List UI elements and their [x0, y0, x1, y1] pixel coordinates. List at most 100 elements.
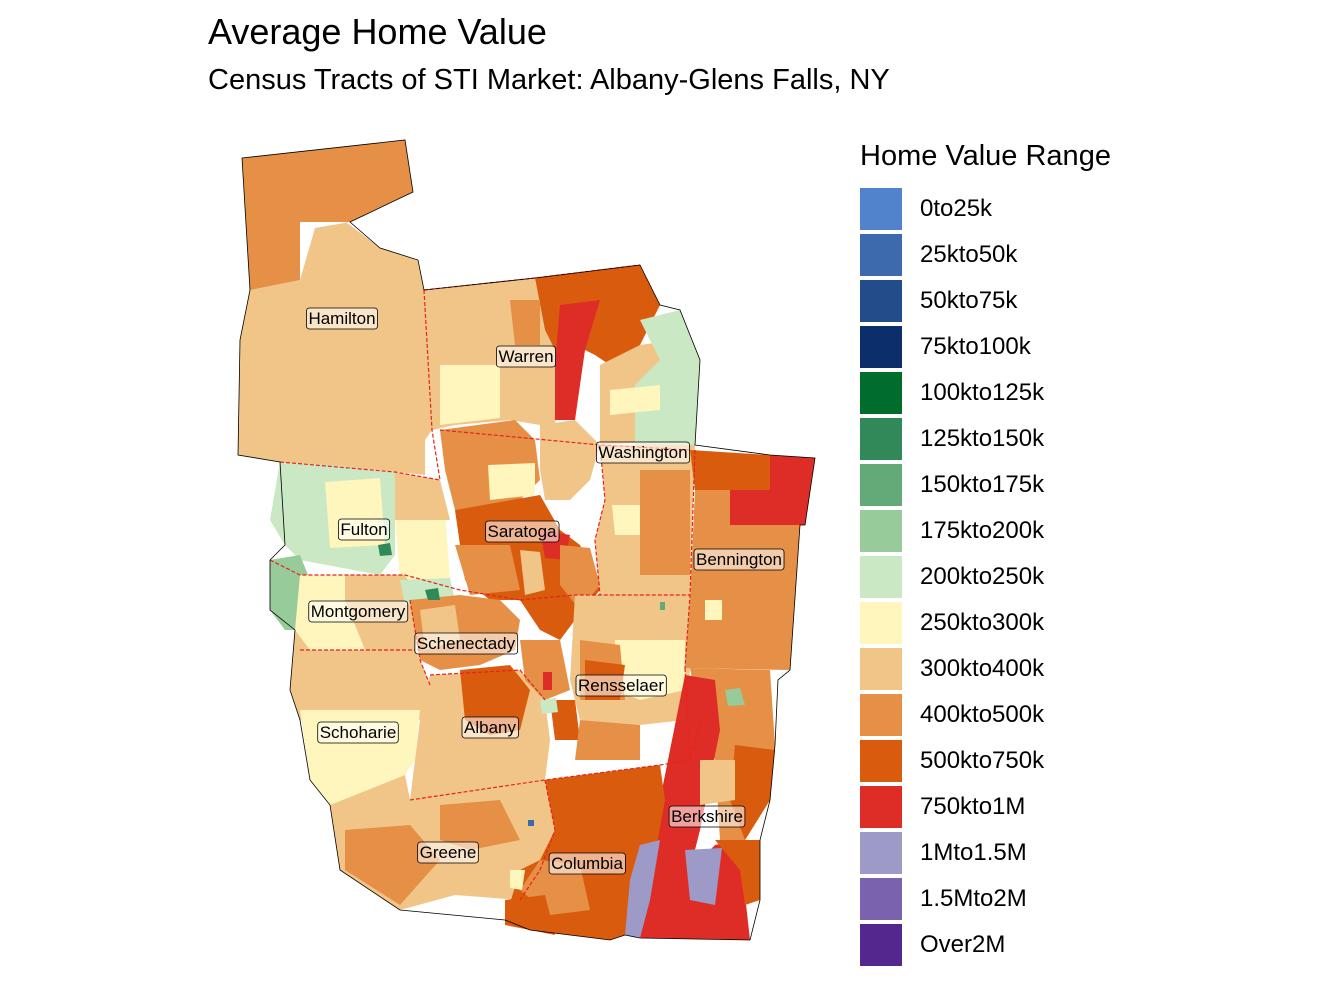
legend-item: 175kto200k: [860, 508, 1111, 554]
legend-label: Over2M: [920, 931, 1006, 958]
tract: [242, 140, 413, 290]
legend-label: 50kto75k: [920, 287, 1018, 314]
county-label-text: Greene: [420, 843, 477, 862]
legend-label: 400kto500k: [920, 701, 1045, 728]
legend-items: 0to25k 25kto50k 50kto75k 75kto100k 100kto125…: [860, 186, 1111, 968]
legend-item: 300kto400k: [860, 646, 1111, 692]
county-label-text: Berkshire: [671, 807, 743, 826]
county-label-text: Schenectady: [417, 634, 516, 653]
county-label-box: [337, 518, 391, 541]
legend-item: 200kto250k: [860, 554, 1111, 600]
tract: [528, 820, 534, 826]
legend-item: 150kto175k: [860, 462, 1111, 508]
tract: [700, 760, 735, 805]
county-label-text: Fulton: [340, 520, 387, 539]
legend-swatch: [860, 924, 902, 966]
legend-label: 150kto175k: [920, 471, 1045, 498]
tract: [625, 840, 660, 938]
legend-label: 300kto400k: [920, 655, 1045, 682]
tract: [610, 385, 660, 415]
county-label-box: [461, 716, 519, 739]
legend-swatch: [860, 372, 902, 414]
legend-swatch: [860, 556, 902, 598]
legend-item: 75kto100k: [860, 324, 1111, 370]
legend-swatch: [860, 510, 902, 552]
legend-swatch: [860, 234, 902, 276]
tract: [510, 300, 540, 345]
tract: [510, 870, 525, 890]
county-borders: [269, 264, 701, 901]
tract: [560, 545, 600, 610]
tract: [455, 545, 520, 595]
county-label: Bennington: [693, 548, 785, 571]
legend-label: 200kto250k: [920, 563, 1045, 590]
legend-item: 0to25k: [860, 186, 1111, 232]
county-label-text: Columbia: [551, 854, 623, 873]
legend-item: 50kto75k: [860, 278, 1111, 324]
legend-label: 125kto150k: [920, 425, 1045, 452]
county-label-box: [414, 632, 519, 655]
legend-label: 500kto750k: [920, 747, 1045, 774]
county-label-group: Hamilton Warren Washington Fulton Saratoga Be…: [306, 307, 785, 875]
legend-item: 125kto150k: [860, 416, 1111, 462]
tract: [238, 140, 432, 475]
county-label-box: [668, 805, 746, 828]
county-label-text: Albany: [464, 718, 516, 737]
legend-item: 1.5Mto2M: [860, 876, 1111, 922]
legend-swatch: [860, 464, 902, 506]
tract: [440, 365, 500, 425]
county-label: Montgomery: [308, 600, 409, 623]
legend-label: 25kto50k: [920, 241, 1018, 268]
tract: [540, 420, 600, 500]
county-label-text: Warren: [498, 347, 553, 366]
county-label-box: [693, 548, 785, 571]
county-label-box: [575, 674, 667, 697]
tract: [290, 630, 430, 720]
tract: [345, 825, 440, 905]
county-label-box: [417, 841, 479, 864]
county-label-text: Hamilton: [308, 309, 375, 328]
legend-label: 100kto125k: [920, 379, 1045, 406]
legend-label: 1.5Mto2M: [920, 885, 1027, 912]
legend-item: 250kto300k: [860, 600, 1111, 646]
map-title: Average Home Value: [208, 11, 547, 52]
county-label-box: [596, 441, 690, 464]
legend-swatch: [860, 740, 902, 782]
tract: [660, 602, 665, 610]
legend-swatch: [860, 786, 902, 828]
county-label: Hamilton: [306, 307, 378, 330]
legend-swatch: [860, 648, 902, 690]
tract: [715, 840, 760, 905]
county-label-text: Schoharie: [320, 723, 397, 742]
legend-item: Over2M: [860, 922, 1111, 968]
tract: [395, 472, 450, 520]
tract: [690, 450, 775, 490]
legend-item: 750kto1M: [860, 784, 1111, 830]
county-label: Albany: [461, 716, 519, 739]
tract: [543, 672, 552, 690]
legend-label: 750kto1M: [920, 793, 1026, 820]
legend-swatch: [860, 694, 902, 736]
county-label-box: [317, 721, 399, 744]
county-label: Berkshire: [668, 805, 746, 828]
county-label-box: [485, 520, 560, 543]
tract: [705, 600, 722, 620]
county-label: Rensselaer: [575, 674, 667, 697]
tract: [555, 300, 600, 420]
map-subtitle: Census Tracts of STI Market: Albany-Glen…: [208, 64, 890, 96]
tract: [685, 848, 722, 905]
county-label-box: [306, 307, 378, 330]
legend-title: Home Value Range: [860, 140, 1111, 172]
legend-item: 25kto50k: [860, 232, 1111, 278]
county-label: Warren: [496, 345, 556, 368]
county-label-text: Rensselaer: [578, 676, 664, 695]
tract: [395, 510, 450, 580]
legend-label: 0to25k: [920, 195, 993, 222]
county-label-text: Saratoga: [488, 522, 558, 541]
legend-item: 100kto125k: [860, 370, 1111, 416]
county-label: Schenectady: [414, 632, 519, 655]
legend-swatch: [860, 280, 902, 322]
legend: Home Value Range 0to25k 25kto50k 50kto75k 7…: [860, 138, 1111, 968]
legend-swatch: [860, 602, 902, 644]
county-label-box: [308, 600, 409, 623]
